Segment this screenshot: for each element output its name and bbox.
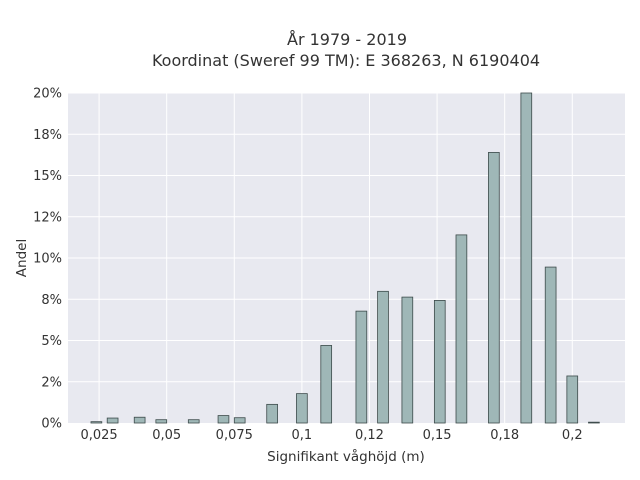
x-tick-label: 0,025	[80, 428, 117, 443]
grid	[68, 92, 625, 423]
y-tick-label: 0%	[41, 417, 62, 432]
y-tick-label: 2%	[41, 375, 62, 390]
x-axis-ticks: 0,025 0,05 0,075 0,1 0,12 0,15 0,18 0,2	[80, 428, 582, 443]
y-tick-label: 8%	[41, 293, 62, 308]
bar	[433, 300, 446, 424]
chart-subtitle: Koordinat (Sweref 99 TM): E 368263, N 61…	[152, 51, 540, 70]
bar	[90, 421, 103, 424]
bar	[233, 417, 246, 424]
bar	[187, 419, 200, 424]
bar	[544, 266, 557, 424]
bar	[106, 417, 119, 424]
bar	[377, 290, 389, 424]
bar	[488, 151, 500, 424]
bars	[90, 92, 600, 424]
y-tick-label: 5%	[41, 334, 62, 349]
bar	[588, 421, 600, 424]
x-tick-label: 0,075	[216, 428, 253, 443]
y-axis-label: Andel	[14, 239, 30, 277]
y-tick-label: 12%	[33, 210, 62, 225]
bar	[296, 393, 308, 424]
bar	[355, 310, 368, 424]
y-axis-ticks: 0% 2% 5% 8% 10% 12% 15% 18% 20%	[33, 87, 62, 432]
bar	[566, 375, 579, 424]
y-tick-label: 15%	[33, 169, 62, 184]
bar	[155, 419, 168, 424]
x-tick-label: 0,2	[562, 428, 583, 443]
bar	[217, 415, 230, 424]
chart-title: År 1979 - 2019	[287, 30, 407, 49]
bar	[266, 403, 278, 424]
x-tick-label: 0,18	[490, 428, 519, 443]
y-tick-label: 20%	[33, 87, 62, 102]
y-tick-label: 10%	[33, 252, 62, 267]
y-tick-label: 18%	[33, 128, 62, 143]
bar	[320, 345, 333, 424]
x-tick-label: 0,12	[355, 428, 384, 443]
x-tick-label: 0,05	[152, 428, 181, 443]
x-tick-label: 0,15	[423, 428, 452, 443]
x-axis-label: Signifikant våghöjd (m)	[267, 448, 425, 465]
bar	[520, 92, 533, 424]
bar	[401, 296, 414, 424]
bar	[455, 234, 468, 424]
bar	[133, 416, 146, 424]
x-tick-label: 0,1	[292, 428, 313, 443]
